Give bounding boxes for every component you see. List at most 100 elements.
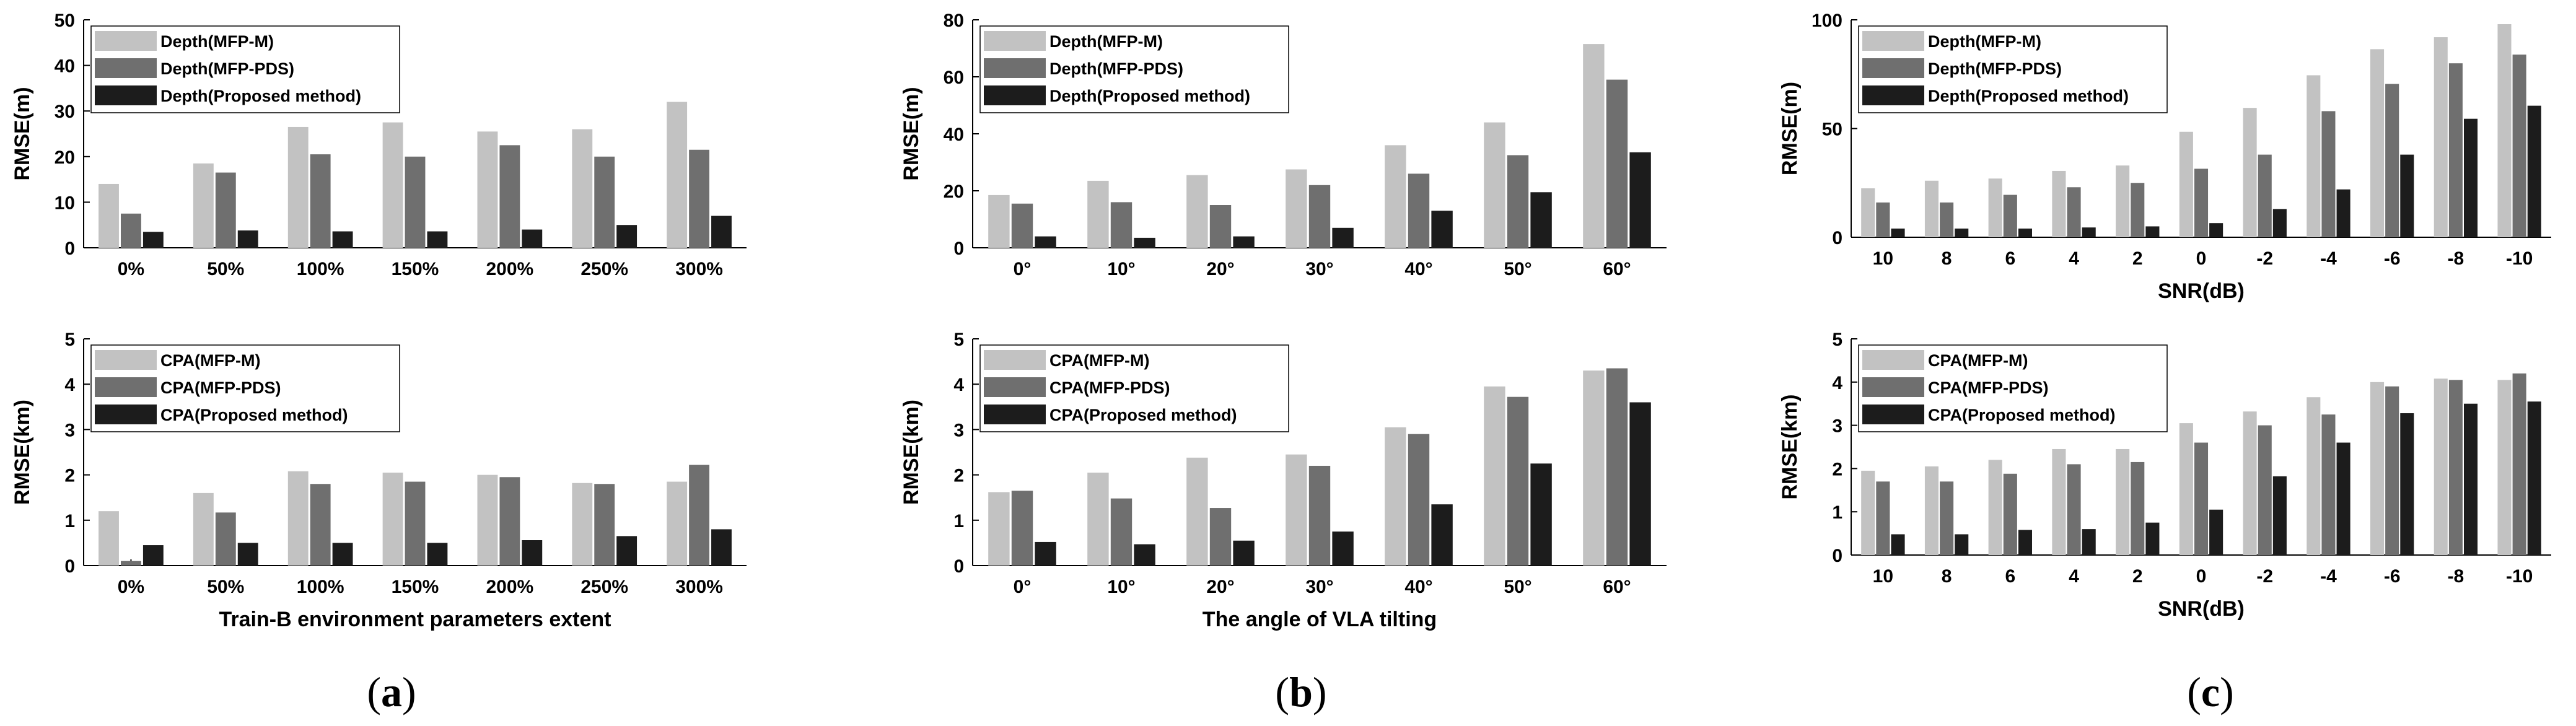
- x-tick-label: 30°: [1305, 259, 1333, 279]
- bar: [2194, 168, 2209, 237]
- legend-label: Depth(MFP-M): [1049, 32, 1163, 51]
- bar: [1011, 491, 1033, 566]
- x-axis-label: SNR(dB): [2158, 279, 2245, 303]
- bar: [1583, 44, 1605, 248]
- bar: [142, 232, 164, 248]
- bar: [2512, 55, 2526, 237]
- bar: [1891, 534, 1905, 555]
- legend-swatch: [1862, 31, 1924, 51]
- y-tick-label: 2: [1832, 459, 1842, 479]
- bar: [1408, 173, 1430, 248]
- bar: [2512, 373, 2526, 555]
- bar: [1988, 460, 2002, 555]
- bar: [2336, 189, 2350, 237]
- y-tick-label: 60: [944, 68, 964, 88]
- caption-b: (b): [1275, 668, 1326, 715]
- x-tick-label: 40°: [1404, 577, 1432, 597]
- bar: [2258, 154, 2272, 237]
- bar: [1955, 534, 1969, 555]
- y-tick-label: 50: [1822, 120, 1842, 140]
- x-tick-label: 50%: [207, 259, 244, 279]
- x-tick-label: 10°: [1107, 259, 1135, 279]
- bar: [1087, 180, 1109, 248]
- legend-swatch: [95, 58, 157, 78]
- y-axis-label: RMSE(km): [11, 400, 34, 505]
- bar: [2400, 413, 2414, 555]
- x-tick-label: 40°: [1404, 259, 1432, 279]
- bar: [2434, 378, 2448, 555]
- y-tick-label: 1: [953, 511, 964, 531]
- bar: [427, 543, 448, 566]
- x-tick-label: 150%: [392, 259, 439, 279]
- x-tick-label: 6: [2005, 566, 2015, 587]
- bar: [1110, 202, 1132, 248]
- x-tick-label: -2: [2256, 248, 2273, 269]
- bar: [427, 231, 448, 248]
- x-tick-label: 250%: [580, 577, 628, 597]
- y-tick-label: 20: [55, 147, 75, 168]
- y-tick-label: 0: [953, 556, 964, 577]
- bar: [1988, 178, 2002, 237]
- bar: [2258, 425, 2272, 555]
- bar: [2307, 75, 2321, 237]
- y-tick-label: 0: [64, 556, 75, 577]
- bar: [2145, 522, 2160, 555]
- y-tick-label: 0: [1832, 546, 1842, 566]
- legend-label: CPA(Proposed method): [1928, 406, 2116, 424]
- y-axis-label: RMSE(m): [900, 87, 923, 180]
- bar: [1606, 368, 1628, 566]
- y-tick-label: 0: [64, 238, 75, 259]
- bar: [2131, 461, 2145, 555]
- x-tick-label: 100%: [297, 577, 344, 597]
- x-tick-label: 8: [1942, 248, 1952, 269]
- legend-label: Depth(Proposed method): [160, 87, 361, 105]
- y-tick-label: 4: [953, 375, 964, 395]
- bar: [332, 543, 353, 566]
- bar: [2052, 448, 2066, 555]
- bar: [2243, 108, 2257, 237]
- x-tick-label: -6: [2384, 566, 2401, 587]
- bar: [689, 149, 710, 248]
- x-tick-label: 250%: [580, 259, 628, 279]
- x-tick-label: -6: [2384, 248, 2401, 269]
- x-tick-label: -10: [2506, 248, 2533, 269]
- legend-swatch: [984, 405, 1046, 424]
- bar: [215, 172, 236, 248]
- bar: [1876, 481, 1890, 555]
- y-axis-label: RMSE(km): [1778, 394, 1802, 499]
- legend: CPA(MFP-M) CPA(MFP-PDS) CPA(Proposed metho…: [1858, 344, 2168, 432]
- bar: [572, 483, 593, 566]
- legend-label: CPA(Proposed method): [1049, 406, 1237, 424]
- legend-label: CPA(MFP-PDS): [1928, 378, 2048, 397]
- legend-label: Depth(Proposed method): [1049, 87, 1250, 105]
- bar: [1233, 236, 1255, 248]
- bar: [2448, 380, 2463, 555]
- y-tick-label: 80: [944, 11, 964, 31]
- bar: [594, 484, 615, 566]
- bar: [382, 122, 403, 248]
- bar: [237, 543, 258, 566]
- bar: [2527, 105, 2541, 237]
- bar: [1891, 228, 1905, 237]
- bar: [1484, 386, 1505, 566]
- legend-swatch: [984, 377, 1046, 397]
- x-tick-label: 300%: [675, 577, 723, 597]
- bar: [477, 475, 498, 566]
- x-tick-label: 2: [2132, 248, 2143, 269]
- bar: [2116, 448, 2130, 555]
- y-tick-label: 0: [953, 238, 964, 259]
- bar: [99, 183, 119, 248]
- bar: [2018, 228, 2033, 237]
- bar: [1286, 169, 1307, 248]
- legend-label: Depth(MFP-PDS): [1928, 59, 2062, 78]
- y-tick-label: 40: [55, 56, 75, 77]
- x-tick-label: -8: [2448, 248, 2464, 269]
- legend-label: Depth(MFP-M): [160, 32, 274, 51]
- legend-label: Depth(MFP-M): [1928, 32, 2041, 51]
- bar: [1308, 185, 1331, 248]
- bar: [711, 216, 732, 248]
- legend-swatch: [1862, 58, 1924, 78]
- bar: [1332, 227, 1354, 248]
- x-axis-label: SNR(dB): [2158, 597, 2245, 621]
